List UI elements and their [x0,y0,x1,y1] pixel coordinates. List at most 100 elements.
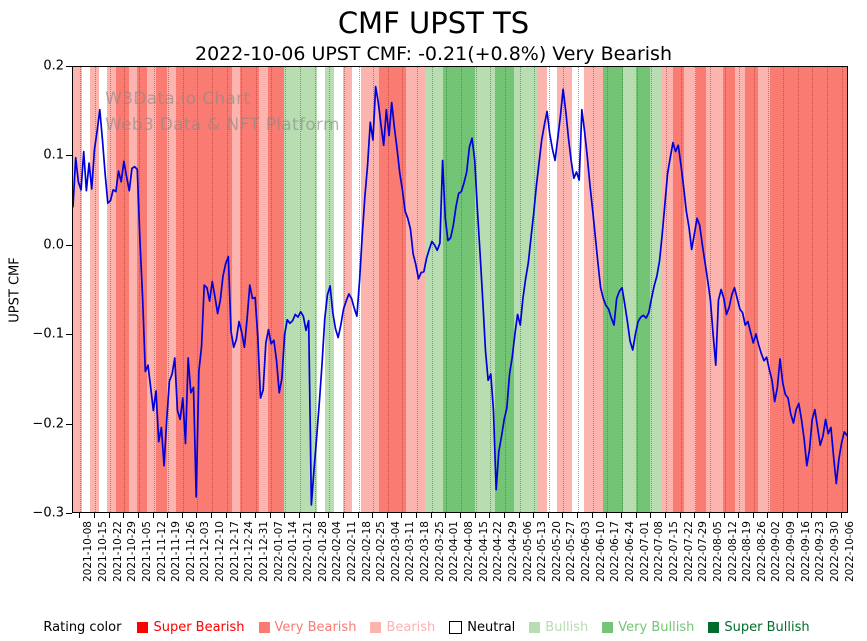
legend-item[interactable]: Bearish [370,620,435,635]
x-axis-tick-mark [79,513,81,518]
gridline [241,67,243,512]
x-axis-tick-label: 2022-10-06 [843,521,856,583]
y-axis-tick-mark [66,334,72,336]
x-axis-tick-label: 2022-05-13 [536,521,549,583]
x-axis-tick-mark [386,513,388,518]
rating-band [351,67,361,512]
legend-label: Bearish [386,619,436,635]
gridline [475,67,477,512]
rating-band [696,67,707,512]
x-axis-tick-label: 2022-09-09 [785,521,798,583]
gridline [797,67,799,512]
legend-swatch [529,621,541,633]
legend-title: Rating color [43,619,122,635]
x-axis-tick-mark [416,513,418,518]
legend-swatch [449,620,463,634]
x-axis-tick-mark [460,513,461,518]
rating-band [572,67,584,512]
y-axis-tick-mark [66,513,72,514]
rating-band [128,67,138,512]
gridline [153,67,155,512]
x-axis-tick-label: 2022-06-10 [594,521,607,583]
gridline [739,67,741,512]
x-axis-tick-mark [152,513,154,518]
gridline [431,67,433,512]
rating-band [167,67,176,512]
x-axis-tick-label: 2022-01-07 [272,521,285,583]
gridline [490,67,492,512]
rating-band [90,67,99,512]
rating-band [360,67,379,512]
rating-band [107,67,117,512]
gridline [80,67,82,512]
rating-band [661,67,673,512]
rating-band [73,67,82,512]
x-axis-tick-mark [357,513,359,518]
rating-band [155,67,168,512]
x-axis-tick-mark [694,513,696,518]
x-axis-tick-label: 2022-09-02 [770,521,783,583]
x-axis-tick-label: 2022-08-05 [711,521,724,583]
gridline [387,67,389,512]
x-axis-tick-label: 2022-03-11 [404,521,417,583]
rating-band [723,67,735,512]
legend-label: Very Bullish [618,619,695,635]
x-axis-tick-mark [211,513,213,518]
plot-area: W3Data.io Chart Web3 Data & NFT Platform [72,66,848,513]
gridline [168,67,170,512]
x-axis-tick-label: 2021-12-17 [228,521,241,583]
gridline [417,67,419,512]
x-axis-tick-mark [621,513,623,518]
gridline [563,67,565,512]
gridline [299,67,301,512]
rating-band [343,67,352,512]
legend-label: Bullish [545,619,589,635]
x-axis-tick-label: 2021-12-24 [243,521,256,583]
gridline [256,67,258,512]
legend: Rating color Super Bearish Very Bearish Be… [0,616,867,638]
rating-band [622,67,637,512]
y-axis-tick-label: 0.0 [43,237,64,253]
y-axis-title-text: UPST CMF [7,256,23,323]
rating-band [231,67,241,512]
legend-item[interactable]: Super Bearish [137,620,245,635]
x-axis-tick-label: 2022-07-01 [638,521,651,583]
legend-item[interactable]: Neutral [449,620,515,635]
x-axis-tick-mark [313,513,315,518]
x-axis-tick-label: 2021-12-31 [258,521,271,583]
x-axis-tick-label: 2022-07-08 [653,521,666,583]
x-axis-tick-mark [577,513,579,518]
rating-band [546,67,557,512]
legend-item[interactable]: Bullish [529,620,588,635]
x-axis-tick-mark [606,513,608,518]
gridline [768,67,770,512]
gridline [665,67,667,512]
legend-item[interactable]: Very Bearish [258,620,356,635]
rating-band [268,67,284,512]
gridline [124,67,126,512]
x-axis-tick-mark [679,513,681,518]
gridline [827,67,829,512]
x-axis-tick-mark [635,513,637,518]
legend-swatch [258,621,270,633]
y-axis-tick-marks [0,66,80,514]
gridline [680,67,682,512]
x-axis-tick-mark [503,513,505,518]
gridline [592,67,594,512]
x-axis-tick-mark [137,513,139,518]
legend-item[interactable]: Very Bullish [602,620,694,635]
gridline [314,67,316,512]
legend-swatch [602,621,614,633]
gridline [212,67,214,512]
x-axis-tick-label: 2022-06-17 [609,521,622,583]
x-axis-tick-mark [562,513,564,518]
x-axis-tick-label: 2022-01-28 [316,521,329,583]
x-axis-tick-label: 2022-06-24 [624,521,637,583]
rating-band [116,67,129,512]
rating-band [672,67,685,512]
x-axis-tick-mark [445,513,447,518]
legend-item[interactable]: Super Bullish [708,620,810,635]
x-axis-tick-label: 2022-02-18 [360,521,373,583]
x-axis-tick-mark [664,513,666,518]
rating-band [442,67,476,512]
